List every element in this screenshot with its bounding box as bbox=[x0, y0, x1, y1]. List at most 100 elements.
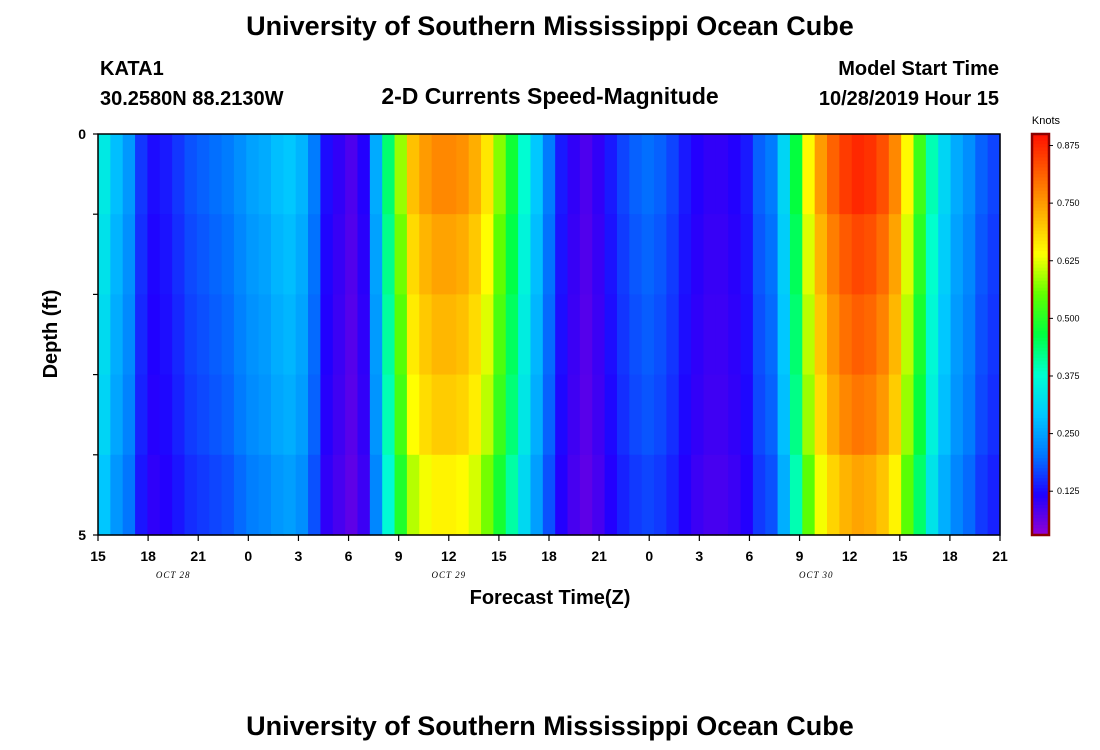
heatmap-cell bbox=[357, 294, 371, 376]
heatmap-cell bbox=[159, 374, 173, 456]
heatmap-cell bbox=[283, 374, 297, 456]
heatmap-cell bbox=[938, 214, 952, 295]
heatmap-cell bbox=[308, 454, 322, 536]
heatmap-cell bbox=[382, 454, 396, 536]
heatmap-cell bbox=[122, 214, 136, 295]
heatmap-cell bbox=[98, 214, 111, 295]
heatmap-cell bbox=[184, 134, 198, 215]
heatmap-cell bbox=[691, 214, 705, 295]
heatmap-cell bbox=[827, 294, 840, 376]
colorbar-segment bbox=[1032, 384, 1049, 389]
colorbar-segment bbox=[1032, 197, 1049, 202]
colorbar-segment bbox=[1032, 521, 1049, 526]
colorbar-segment bbox=[1032, 334, 1049, 339]
heatmap-cell bbox=[122, 294, 136, 376]
colorbar-segment bbox=[1032, 314, 1049, 319]
x-axis-label: Forecast Time(Z) bbox=[470, 587, 631, 609]
model-start-label: Model Start Time bbox=[838, 58, 999, 80]
heatmap-cell bbox=[369, 134, 383, 215]
colorbar-segment bbox=[1032, 140, 1049, 145]
heatmap-cell bbox=[814, 214, 828, 295]
heatmap-cell bbox=[814, 454, 828, 536]
colorbar-segment bbox=[1032, 240, 1049, 245]
heatmap-cell bbox=[666, 454, 680, 536]
heatmap-cell bbox=[382, 374, 396, 456]
heatmap-cell bbox=[431, 134, 445, 215]
heatmap-cell bbox=[604, 454, 618, 536]
heatmap-cell bbox=[431, 294, 445, 376]
heatmap-cell bbox=[530, 214, 544, 295]
heatmap-cell bbox=[456, 134, 470, 215]
heatmap-cell bbox=[505, 214, 519, 295]
heatmap-cell bbox=[542, 374, 556, 456]
colorbar-segment bbox=[1032, 484, 1049, 489]
heatmap-cell bbox=[518, 454, 532, 536]
colorbar-segment bbox=[1032, 304, 1049, 309]
colorbar-segment bbox=[1032, 438, 1049, 443]
heatmap-cell bbox=[468, 374, 482, 456]
heatmap-cell bbox=[493, 294, 507, 376]
colorbar-segment bbox=[1032, 154, 1049, 158]
heatmap-cell bbox=[913, 294, 927, 376]
colorbar-segment bbox=[1032, 387, 1049, 392]
heatmap-cell bbox=[184, 214, 198, 295]
page-title-top: University of Southern Mississippi Ocean… bbox=[246, 11, 854, 41]
heatmap-cell bbox=[740, 294, 754, 376]
colorbar-segment bbox=[1032, 227, 1049, 232]
heatmap-cell bbox=[740, 454, 754, 536]
x-tick-label: 21 bbox=[190, 548, 206, 564]
colorbar-unit: Knots bbox=[1032, 115, 1061, 127]
heatmap-cell bbox=[555, 134, 569, 215]
x-tick-label: 0 bbox=[244, 548, 252, 564]
heatmap-cell bbox=[913, 214, 927, 295]
colorbar-tick-label: 0.375 bbox=[1057, 371, 1080, 381]
heatmap-cell bbox=[530, 374, 544, 456]
heatmap-cell bbox=[382, 134, 396, 215]
heatmap-cell bbox=[122, 134, 136, 215]
colorbar-segment bbox=[1032, 428, 1049, 433]
heatmap-cell bbox=[629, 294, 643, 376]
heatmap-cell bbox=[246, 454, 260, 536]
colorbar-tick-label: 0.500 bbox=[1057, 313, 1080, 323]
heatmap-cell bbox=[654, 454, 667, 536]
heatmap-cell bbox=[616, 134, 630, 215]
heatmap-cell bbox=[196, 454, 210, 536]
heatmap-cell bbox=[765, 214, 779, 295]
heatmap-cell bbox=[505, 134, 519, 215]
heatmap-cell bbox=[814, 134, 828, 215]
heatmap-cell bbox=[505, 454, 519, 536]
colorbar-segment bbox=[1032, 327, 1049, 332]
heatmap-cell bbox=[987, 294, 1001, 376]
heatmap-cell bbox=[308, 294, 322, 376]
heatmap-cell bbox=[345, 214, 359, 295]
heatmap-cell bbox=[147, 374, 161, 456]
heatmap-cell bbox=[530, 294, 544, 376]
heatmap-cell bbox=[209, 374, 223, 456]
heatmap-cell bbox=[419, 134, 433, 215]
colorbar-segment bbox=[1032, 471, 1049, 476]
heatmap-cell bbox=[196, 214, 210, 295]
heatmap-cell bbox=[270, 374, 284, 456]
heatmap-cell bbox=[789, 454, 803, 536]
heatmap-cell bbox=[752, 134, 766, 215]
colorbar-segment bbox=[1032, 157, 1049, 162]
heatmap-cell bbox=[703, 454, 717, 536]
heatmap-cell bbox=[691, 374, 705, 456]
heatmap-cell bbox=[802, 454, 816, 536]
colorbar-segment bbox=[1032, 397, 1049, 402]
colorbar-segment bbox=[1032, 391, 1049, 396]
heatmap-cell bbox=[616, 374, 630, 456]
colorbar-tick-label: 0.875 bbox=[1057, 141, 1080, 151]
heatmap-cell bbox=[518, 294, 532, 376]
heatmap-cell bbox=[975, 454, 989, 536]
heatmap-cell bbox=[258, 214, 272, 295]
heatmap-cell bbox=[728, 294, 742, 376]
heatmap-cell bbox=[765, 134, 779, 215]
colorbar-segment bbox=[1032, 150, 1049, 155]
heatmap-cell bbox=[147, 134, 161, 215]
heatmap-cell bbox=[616, 294, 630, 376]
heatmap-cell bbox=[493, 454, 507, 536]
heatmap-cell bbox=[295, 134, 309, 215]
colorbar-segment bbox=[1032, 448, 1049, 453]
heatmap-cell bbox=[406, 214, 420, 295]
